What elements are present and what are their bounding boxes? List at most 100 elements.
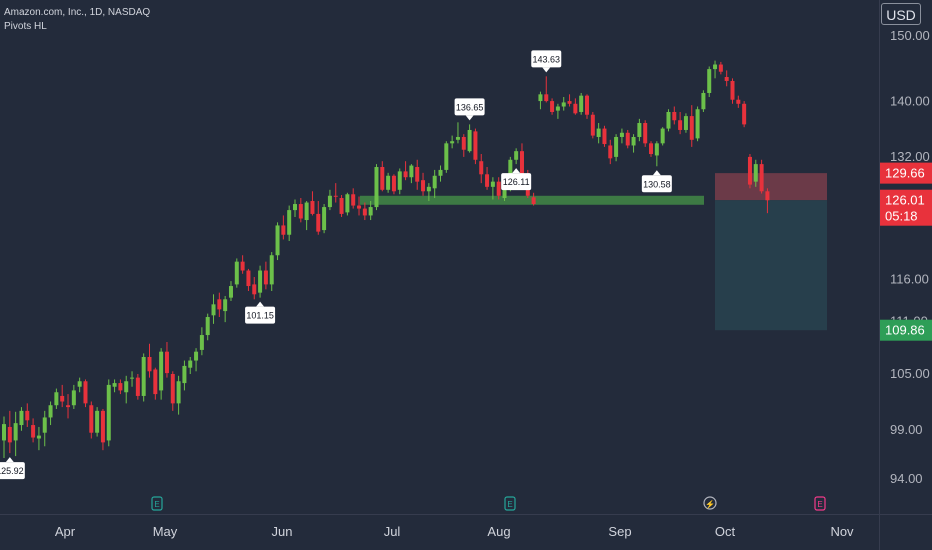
candle-body <box>380 167 385 190</box>
candle <box>182 360 187 391</box>
candle-body <box>550 101 555 112</box>
price-tick-label: 94.00 <box>890 471 923 486</box>
candle <box>713 60 718 79</box>
candle <box>730 78 735 104</box>
candle <box>718 61 723 75</box>
candle <box>7 410 12 454</box>
candle-body <box>77 381 82 387</box>
candle <box>672 106 677 125</box>
earnings-marker[interactable]: E <box>814 496 826 511</box>
candle-body <box>496 181 501 196</box>
pivot-pointer <box>542 67 551 73</box>
candle <box>176 375 181 415</box>
take-profit-zone[interactable] <box>715 200 827 331</box>
marker-letter: E <box>154 500 159 509</box>
candle-body <box>579 95 584 112</box>
candle-body <box>637 123 642 137</box>
candle <box>252 277 257 300</box>
candle <box>31 418 36 443</box>
dividend-marker[interactable]: ⚡ <box>703 496 717 510</box>
candle <box>54 388 59 409</box>
candle-body <box>374 167 379 208</box>
candle-body <box>467 129 472 152</box>
candle <box>742 101 747 128</box>
candle-body <box>519 151 524 176</box>
candle <box>164 342 169 378</box>
candle <box>275 222 280 261</box>
candle-body <box>263 270 268 285</box>
time-tick-label: Sep <box>608 524 631 539</box>
candle-body <box>194 351 199 361</box>
price-label-bg <box>880 319 932 341</box>
candle <box>281 215 286 240</box>
candle-body <box>625 132 630 146</box>
candle <box>654 141 659 167</box>
candle-body <box>7 426 12 443</box>
pivot-pointer <box>652 170 661 176</box>
candle <box>147 343 152 378</box>
candle-body <box>596 128 601 137</box>
candle <box>432 169 437 199</box>
earnings-marker[interactable]: E <box>504 496 516 511</box>
currency-button[interactable]: USD <box>881 3 921 25</box>
stop-loss-zone[interactable] <box>715 173 827 201</box>
pivot-value: 125.92 <box>0 466 24 476</box>
candle-body <box>619 132 624 137</box>
candle-body <box>170 374 175 404</box>
candle-body <box>124 381 129 393</box>
indicator-label[interactable]: Pivots HL <box>4 21 47 32</box>
pivot-high-label: 143.63 <box>531 50 562 73</box>
candle-body <box>228 286 233 298</box>
time-tick-label: Jul <box>384 524 401 539</box>
candle <box>695 106 700 142</box>
candle <box>13 411 18 457</box>
marker-box <box>814 496 826 511</box>
chart-title: Amazon.com, Inc., 1D, NASDAQ <box>4 7 151 18</box>
candle <box>205 313 210 341</box>
candle-body <box>135 377 140 396</box>
candle-body <box>246 270 251 287</box>
candle-body <box>112 383 117 387</box>
candle-body <box>683 116 688 130</box>
candle-body <box>310 201 315 214</box>
candle-body <box>217 299 222 310</box>
candle-body <box>409 165 414 178</box>
candle <box>514 148 519 165</box>
candle-body <box>479 161 484 175</box>
candle <box>421 172 426 196</box>
candle <box>660 127 665 146</box>
time-tick-label: Oct <box>715 524 736 539</box>
candle-body <box>502 186 507 199</box>
candle <box>397 168 402 195</box>
candle <box>544 76 549 103</box>
pivot-value: 126.11 <box>503 177 530 187</box>
candle <box>450 135 455 149</box>
candle <box>269 252 274 291</box>
candle <box>106 379 111 447</box>
candle-body <box>461 136 466 150</box>
pivot-low-label: 130.58 <box>641 170 672 193</box>
candle <box>25 403 30 427</box>
candle-body <box>386 175 391 190</box>
candle <box>351 188 356 209</box>
candle-body <box>514 151 519 160</box>
price-label-bg <box>880 162 932 184</box>
candle-body <box>672 111 677 121</box>
candle-body <box>188 360 193 368</box>
earnings-marker[interactable]: E <box>151 496 163 511</box>
price-tick-label: 116.00 <box>890 272 929 287</box>
candle <box>608 139 613 165</box>
pivot-value: 130.58 <box>643 179 671 189</box>
candles <box>2 60 770 459</box>
candle <box>374 164 379 211</box>
candle-body <box>455 136 460 140</box>
candle-body <box>327 195 332 208</box>
time-axis[interactable]: Apr May Jun Jul Aug Sep Oct Nov <box>55 524 854 539</box>
candle <box>625 129 630 149</box>
candle <box>759 159 764 194</box>
candle <box>461 134 466 157</box>
candle <box>2 416 6 459</box>
candle-body <box>118 383 123 391</box>
candle <box>614 134 619 162</box>
